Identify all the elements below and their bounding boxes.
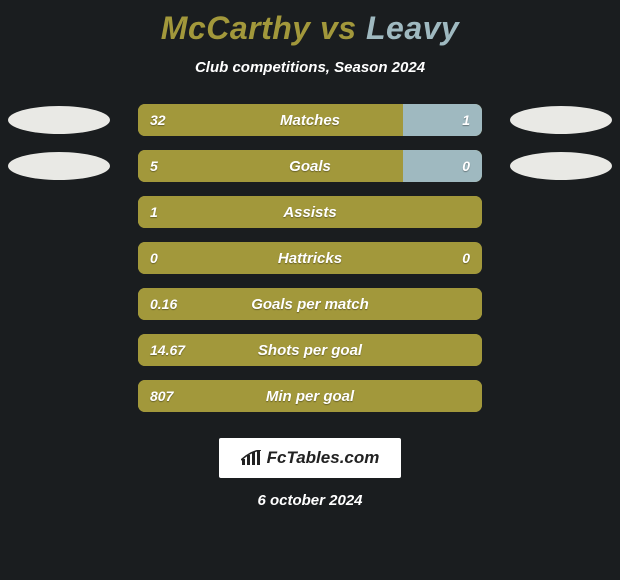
stat-row: 14.67Shots per goal (0, 334, 620, 366)
stat-bar: 0.16Goals per match (138, 288, 482, 320)
stat-label: Assists (138, 196, 482, 228)
stat-label: Min per goal (138, 380, 482, 412)
player-badge-left (8, 152, 110, 180)
stat-label: Matches (138, 104, 482, 136)
stat-row: 50Goals (0, 150, 620, 182)
stats-list: 321Matches 50Goals 1Assists 00Hattricks 0.16… (0, 104, 620, 426)
stat-bar: 1Assists (138, 196, 482, 228)
stat-label: Hattricks (138, 242, 482, 274)
title-sep: vs (311, 10, 366, 46)
bar-chart-icon (241, 450, 261, 466)
stat-bar: 14.67Shots per goal (138, 334, 482, 366)
stat-row: 0.16Goals per match (0, 288, 620, 320)
page-title: McCarthy vs Leavy (161, 10, 459, 47)
comparison-card: McCarthy vs Leavy Club competitions, Sea… (0, 0, 620, 509)
player-badge-right (510, 106, 612, 134)
stat-row: 321Matches (0, 104, 620, 136)
title-left: McCarthy (161, 10, 311, 46)
stat-label: Goals per match (138, 288, 482, 320)
player-badge-left (8, 106, 110, 134)
brand-badge[interactable]: FcTables.com (219, 438, 402, 478)
stat-row: 807Min per goal (0, 380, 620, 412)
stat-bar: 00Hattricks (138, 242, 482, 274)
stat-label: Goals (138, 150, 482, 182)
stat-label: Shots per goal (138, 334, 482, 366)
subtitle: Club competitions, Season 2024 (195, 59, 425, 76)
brand-text: FcTables.com (267, 448, 380, 468)
stat-bar: 807Min per goal (138, 380, 482, 412)
stat-row: 00Hattricks (0, 242, 620, 274)
stat-bar: 321Matches (138, 104, 482, 136)
title-right: Leavy (366, 10, 459, 46)
date-label: 6 october 2024 (257, 492, 362, 509)
stat-bar: 50Goals (138, 150, 482, 182)
player-badge-right (510, 152, 612, 180)
stat-row: 1Assists (0, 196, 620, 228)
